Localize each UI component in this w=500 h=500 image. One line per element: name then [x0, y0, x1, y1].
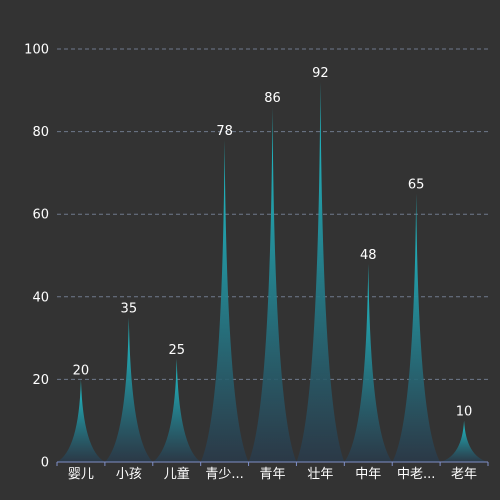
bar-7[interactable] [392, 193, 441, 463]
y-tick-label: 0 [41, 456, 49, 471]
data-label: 86 [264, 91, 281, 106]
x-axis: 婴儿 小孩 儿童 青少... 青年 壮年 中年 中老... 老年 [56, 461, 489, 482]
y-tick-label: 20 [32, 373, 49, 388]
bar-1[interactable] [104, 317, 153, 462]
data-label: 65 [408, 178, 425, 193]
bar-6[interactable] [344, 263, 393, 462]
bar-2[interactable] [152, 358, 201, 462]
data-label: 10 [456, 405, 473, 420]
data-label: 48 [360, 248, 377, 263]
y-axis-ticks: 0 20 40 60 80 100 [24, 43, 49, 471]
y-tick-label: 60 [32, 208, 49, 223]
bar-8[interactable] [440, 420, 488, 462]
bar-3[interactable] [200, 139, 249, 463]
data-label: 92 [312, 66, 329, 81]
bar-4[interactable] [248, 106, 297, 462]
x-tick-label: 中年 [355, 467, 381, 482]
bars [57, 82, 488, 463]
y-tick-label: 80 [32, 125, 49, 140]
bar-5[interactable] [296, 82, 345, 462]
x-tick-label: 壮年 [307, 467, 333, 482]
x-tick-label: 老年 [451, 467, 477, 482]
x-tick-label: 婴儿 [68, 467, 94, 482]
data-label: 78 [216, 124, 233, 139]
x-tick-label: 小孩 [116, 467, 142, 482]
bar-0[interactable] [57, 379, 105, 462]
data-label: 35 [121, 301, 138, 316]
data-labels: 20 35 25 78 86 92 48 65 10 [73, 66, 473, 420]
x-tick-label: 中老... [397, 467, 435, 482]
data-label: 25 [168, 343, 185, 358]
y-tick-label: 40 [32, 290, 49, 305]
data-label: 20 [73, 363, 90, 378]
x-tick-label: 青少... [205, 467, 243, 482]
y-tick-label: 100 [24, 43, 49, 58]
x-tick-label: 青年 [259, 467, 285, 482]
x-tick-label: 儿童 [164, 466, 190, 482]
